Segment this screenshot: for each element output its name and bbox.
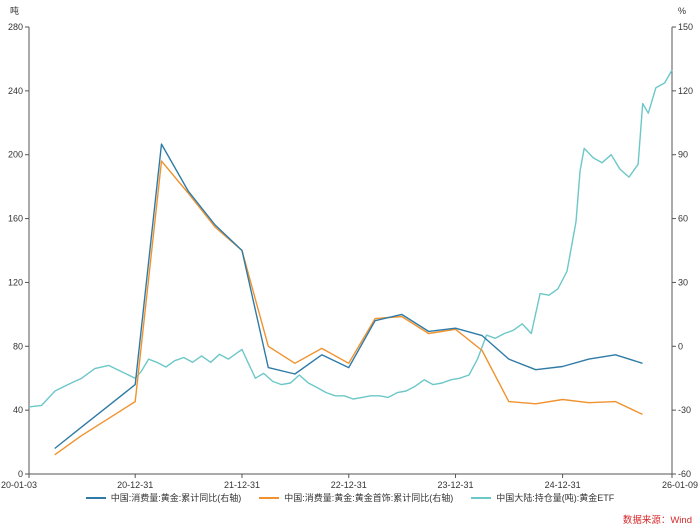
left-axis-tick-label: 40 xyxy=(13,405,23,415)
legend-item-3: 中国大陆:持仓量(吨):黄金ETF xyxy=(471,491,614,504)
left-axis-tick-label: 280 xyxy=(8,22,23,32)
right-axis-tick-label: 120 xyxy=(678,86,693,96)
left-axis-tick-label: 240 xyxy=(8,86,23,96)
x-axis-tick-label: 26-01-09 xyxy=(662,480,698,490)
legend-label: 中国大陆:持仓量(吨):黄金ETF xyxy=(496,491,614,504)
x-axis-tick-label: 21-12-31 xyxy=(224,480,260,490)
legend-item-2: 中国:消费量:黄金:黄金首饰:累计同比(右轴) xyxy=(259,491,453,504)
series-line-1 xyxy=(55,144,643,448)
left-axis-tick-label: 0 xyxy=(18,469,23,479)
series-line-3 xyxy=(29,70,672,407)
legend: 中国:消费量:黄金:累计同比(右轴) 中国:消费量:黄金:黄金首饰:累计同比(右轴… xyxy=(0,491,700,504)
right-axis-tick-label: -30 xyxy=(678,405,691,415)
legend-item-1: 中国:消费量:黄金:累计同比(右轴) xyxy=(86,491,242,504)
left-axis-tick-label: 80 xyxy=(13,341,23,351)
x-axis-tick-label: 20-12-31 xyxy=(117,480,153,490)
right-axis-tick-label: 60 xyxy=(678,214,688,224)
left-axis-tick-label: 160 xyxy=(8,214,23,224)
x-axis-tick-label: 20-01-03 xyxy=(1,480,37,490)
legend-swatch xyxy=(471,497,491,499)
source-note: 数据来源：Wind xyxy=(623,512,692,526)
right-axis-tick-label: 150 xyxy=(678,22,693,32)
legend-label: 中国:消费量:黄金:黄金首饰:累计同比(右轴) xyxy=(284,491,453,504)
x-axis-tick-label: 23-12-31 xyxy=(438,480,474,490)
series-line-2 xyxy=(55,161,643,455)
right-axis-tick-label: -60 xyxy=(678,469,691,479)
x-axis-tick-label: 24-12-31 xyxy=(545,480,581,490)
legend-swatch xyxy=(86,497,106,499)
left-axis-unit: 吨 xyxy=(10,5,19,16)
left-axis-tick-label: 120 xyxy=(8,277,23,287)
legend-swatch xyxy=(259,497,279,499)
right-axis-tick-label: 90 xyxy=(678,150,688,160)
series-layer xyxy=(29,70,672,455)
legend-label: 中国:消费量:黄金:累计同比(右轴) xyxy=(111,491,242,504)
right-axis-tick-label: 30 xyxy=(678,277,688,287)
x-axis-tick-label: 22-12-31 xyxy=(331,480,367,490)
right-axis-unit: % xyxy=(678,6,686,16)
right-axis-tick-label: 0 xyxy=(678,341,683,351)
left-axis-tick-label: 200 xyxy=(8,150,23,160)
